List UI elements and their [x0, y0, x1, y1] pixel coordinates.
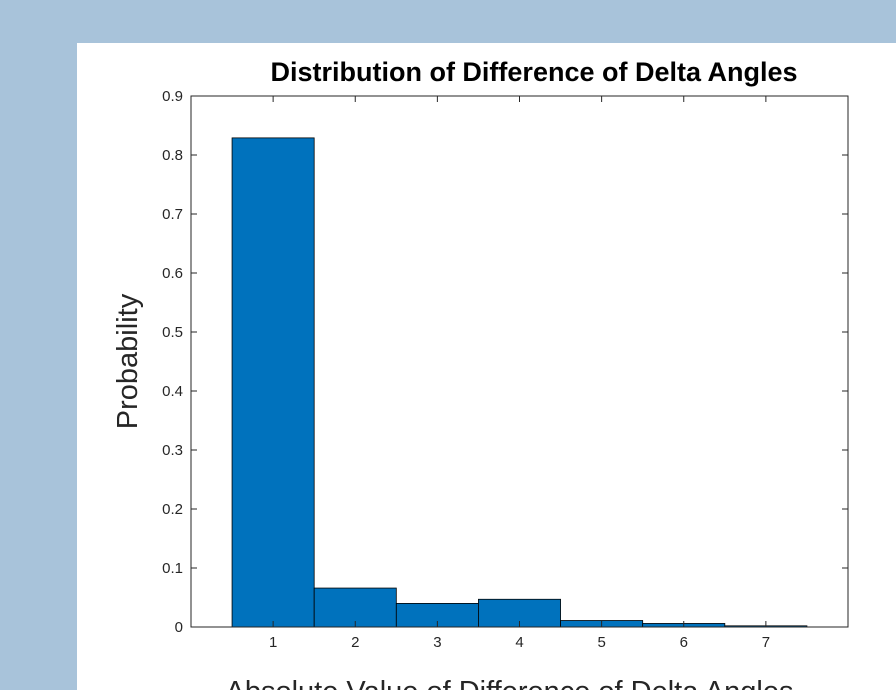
- x-tick-label: 6: [680, 634, 688, 651]
- plot-frame: [190, 95, 849, 628]
- y-tick-label: 0.7: [162, 206, 183, 223]
- histogram-chart: Distribution of Difference of Delta Angl…: [112, 57, 849, 690]
- y-tick-label: 0.8: [162, 147, 183, 164]
- y-tick-label: 0: [175, 619, 183, 636]
- bar-1: [231, 137, 315, 628]
- y-tick-label: 0.5: [162, 324, 183, 341]
- x-tick-label: 5: [597, 634, 605, 651]
- y-tick-label: 0.2: [162, 501, 183, 518]
- x-axis-label: Absolute Value of Difference of Delta An…: [225, 676, 793, 690]
- y-axis-label: Probability: [112, 293, 144, 429]
- figure-panel: Distribution of Difference of Delta Angl…: [77, 43, 896, 690]
- y-tick-label: 0.6: [162, 265, 183, 282]
- x-tick-label: 3: [433, 634, 441, 651]
- chart-title: Distribution of Difference of Delta Angl…: [270, 57, 797, 87]
- x-tick-label: 7: [762, 634, 770, 651]
- y-tick-label: 0.4: [162, 383, 183, 400]
- x-tick-label: 2: [351, 634, 359, 651]
- x-tick-label: 4: [515, 634, 523, 651]
- tick-labels-layer: 1 2 3 4 5 6 7 0 0.1 0.2 0.3 0.4 0.5 0.6 0.7 0.8 0.9: [162, 88, 770, 651]
- bars-layer: [231, 137, 808, 628]
- x-tick-label: 1: [269, 634, 277, 651]
- y-tick-label: 0.9: [162, 88, 183, 105]
- bar-2: [313, 587, 397, 628]
- y-tick-label: 0.3: [162, 442, 183, 459]
- y-tick-label: 0.1: [162, 560, 183, 577]
